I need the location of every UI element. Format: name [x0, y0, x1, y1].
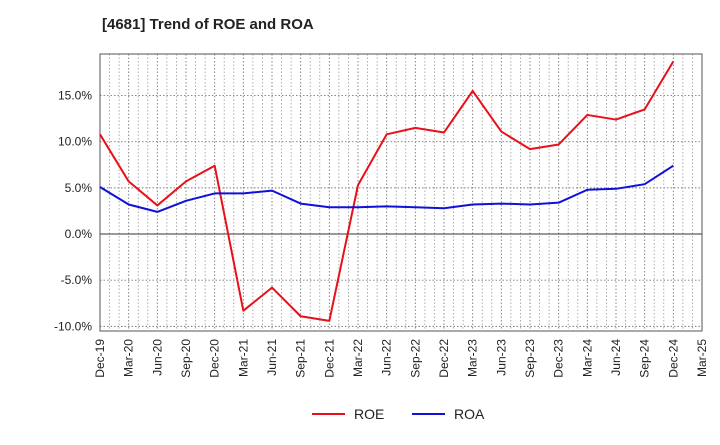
x-tick-label: Dec-20	[208, 339, 222, 378]
x-tick-label: Jun-23	[494, 339, 508, 376]
x-tick-label: Sep-24	[638, 339, 652, 378]
legend-label-roa: ROA	[454, 406, 485, 422]
x-tick-label: Dec-22	[437, 339, 451, 378]
x-tick-label: Sep-20	[179, 339, 193, 378]
series-line-roe	[99, 60, 675, 322]
x-tick-label: Sep-21	[294, 339, 308, 378]
y-tick-label: 0.0%	[65, 227, 93, 241]
x-tick-label: Dec-23	[552, 339, 566, 378]
x-tick-label: Mar-25	[695, 339, 709, 377]
x-tick-label: Jun-22	[380, 339, 394, 376]
x-tick-label: Jun-24	[609, 339, 623, 376]
y-tick-label: 5.0%	[65, 181, 93, 195]
x-tick-label: Mar-24	[580, 339, 594, 377]
x-tick-label: Mar-22	[351, 339, 365, 377]
y-tick-label: -5.0%	[61, 273, 93, 287]
legend: ROE ROA	[312, 406, 485, 422]
y-tick-label: 10.0%	[58, 135, 92, 149]
x-tick-label: Dec-21	[322, 339, 336, 378]
plot-border	[99, 53, 703, 332]
series-line-roa	[99, 164, 674, 213]
x-tick-label: Mar-21	[236, 339, 250, 377]
x-tick-label: Dec-19	[93, 339, 107, 378]
x-tick-label: Jun-20	[150, 339, 164, 376]
y-tick-label: 15.0%	[58, 89, 92, 103]
chart-title: [4681] Trend of ROE and ROA	[102, 16, 314, 33]
legend-label-roe: ROE	[354, 406, 384, 422]
axes: -10.0% -5.0% 0.0% 5.0% 10.0% 15.0% Dec-19 Mar-2…	[54, 53, 709, 378]
x-tick-label: Dec-24	[666, 339, 680, 378]
plot-area	[100, 54, 702, 331]
x-tick-label: Sep-22	[408, 339, 422, 378]
x-tick-label: Jun-21	[265, 339, 279, 376]
x-tick-label: Mar-23	[466, 339, 480, 377]
series-lines	[99, 60, 675, 322]
grid-lines	[99, 54, 703, 331]
y-tick-label: -10.0%	[54, 319, 92, 333]
x-tick-label: Sep-23	[523, 339, 537, 378]
x-tick-label: Mar-20	[122, 339, 136, 377]
